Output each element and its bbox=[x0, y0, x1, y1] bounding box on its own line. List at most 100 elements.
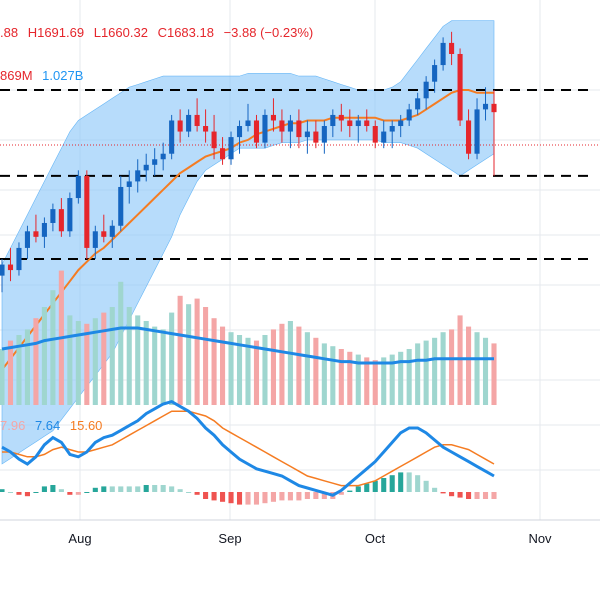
candle bbox=[457, 48, 463, 127]
macd-histogram-bar bbox=[270, 492, 276, 502]
candle-body bbox=[203, 126, 209, 132]
candle-body bbox=[432, 65, 438, 82]
volume-bar bbox=[287, 321, 293, 405]
macd-histogram-bar bbox=[126, 486, 132, 492]
macd-line bbox=[1, 399, 495, 497]
time-axis: Aug Sep Oct Nov bbox=[68, 531, 552, 546]
volume-bar bbox=[169, 312, 175, 405]
volume-pane bbox=[0, 270, 497, 405]
candle bbox=[389, 120, 395, 149]
candle-body bbox=[355, 120, 361, 127]
candle-body bbox=[423, 81, 429, 99]
candle bbox=[296, 109, 302, 149]
macd-histogram-bar bbox=[482, 492, 489, 499]
volume-bar bbox=[67, 315, 73, 405]
volume-bar bbox=[0, 349, 5, 405]
macd-histogram-bar bbox=[75, 492, 81, 495]
volume-legend: 869M 1.027B bbox=[0, 68, 83, 83]
macd-histogram-bar bbox=[203, 492, 209, 499]
volume-bar bbox=[92, 318, 98, 405]
volume-bar bbox=[126, 307, 132, 405]
candle-body bbox=[118, 186, 124, 226]
candle-body bbox=[152, 159, 158, 165]
volume-bar bbox=[296, 326, 302, 405]
macd-histogram-bar bbox=[347, 490, 353, 492]
macd-histogram-bar bbox=[50, 485, 56, 492]
volume-bar bbox=[41, 307, 47, 405]
moving-average-line bbox=[1, 89, 494, 371]
volume-bar bbox=[482, 337, 489, 405]
ohlc-legend: .88 H1691.69 L1660.32 C1683.18 −3.88 (−0… bbox=[0, 25, 313, 40]
candle bbox=[135, 159, 141, 193]
volume-bar bbox=[160, 329, 166, 405]
volume-bar bbox=[449, 329, 455, 405]
macd-histogram-bar bbox=[177, 489, 183, 492]
candle bbox=[228, 131, 234, 165]
candle bbox=[355, 114, 361, 143]
macd-histogram-bar bbox=[440, 492, 446, 494]
macd-histogram-bar bbox=[109, 486, 115, 492]
candle-body bbox=[466, 120, 472, 154]
candle-body bbox=[482, 103, 489, 110]
volume-bar bbox=[381, 357, 387, 405]
candle-body bbox=[92, 231, 98, 248]
candle bbox=[126, 170, 132, 204]
macd-histogram-bar bbox=[160, 485, 166, 492]
signal-value: 15.60 bbox=[70, 418, 103, 433]
candle-body bbox=[0, 264, 5, 276]
macd-histogram-bar bbox=[398, 472, 404, 492]
candle bbox=[364, 109, 370, 132]
candle bbox=[279, 109, 285, 143]
candle bbox=[75, 170, 81, 204]
volume-legend-value-2: 1.027B bbox=[42, 68, 83, 83]
volume-bar bbox=[24, 329, 30, 405]
macd-histogram-bar bbox=[389, 475, 395, 492]
volume-bar bbox=[330, 346, 336, 405]
volume-bar bbox=[220, 326, 226, 405]
candle bbox=[101, 214, 107, 243]
macd-histogram-bar bbox=[381, 478, 387, 492]
candle-body bbox=[262, 114, 268, 143]
candle bbox=[270, 98, 276, 132]
volume-bar bbox=[7, 340, 14, 405]
macd-histogram-bar bbox=[364, 483, 370, 492]
volume-bar bbox=[245, 337, 251, 405]
macd-histogram-bar bbox=[211, 492, 217, 501]
candle bbox=[169, 114, 175, 160]
candle-body bbox=[457, 53, 463, 121]
macd-histogram-bar bbox=[321, 492, 327, 499]
candle bbox=[440, 37, 446, 71]
macd-histogram-bar bbox=[262, 492, 268, 504]
volume-bar bbox=[423, 340, 429, 405]
macd-histogram-bar bbox=[423, 480, 429, 492]
open-value: .88 bbox=[0, 25, 18, 40]
volume-bar bbox=[372, 360, 378, 405]
volume-bar bbox=[415, 343, 421, 405]
volume-bar bbox=[432, 337, 438, 405]
candle bbox=[186, 109, 192, 138]
macd-histogram-bar bbox=[372, 480, 378, 492]
candle-body bbox=[143, 164, 149, 171]
candle bbox=[330, 109, 336, 138]
candle bbox=[423, 76, 429, 110]
candle bbox=[432, 59, 438, 93]
candle-body bbox=[245, 120, 251, 127]
candle-body bbox=[101, 231, 107, 237]
macd-pane bbox=[0, 399, 497, 505]
volume-bar bbox=[466, 326, 472, 405]
volume-bar bbox=[321, 343, 327, 405]
candle bbox=[245, 103, 251, 132]
macd-histogram-bar bbox=[16, 492, 22, 495]
candle-body bbox=[338, 114, 344, 121]
candle bbox=[194, 98, 200, 132]
volume-bar bbox=[338, 349, 344, 405]
candle-body bbox=[330, 114, 336, 127]
candle-body bbox=[75, 175, 81, 199]
x-tick-label: Sep bbox=[218, 531, 241, 546]
macd-legend: 7.96 7.64 15.60 bbox=[0, 418, 102, 433]
candle bbox=[253, 114, 260, 149]
macd-value: 7.64 bbox=[35, 418, 60, 433]
volume-bar bbox=[152, 326, 158, 405]
